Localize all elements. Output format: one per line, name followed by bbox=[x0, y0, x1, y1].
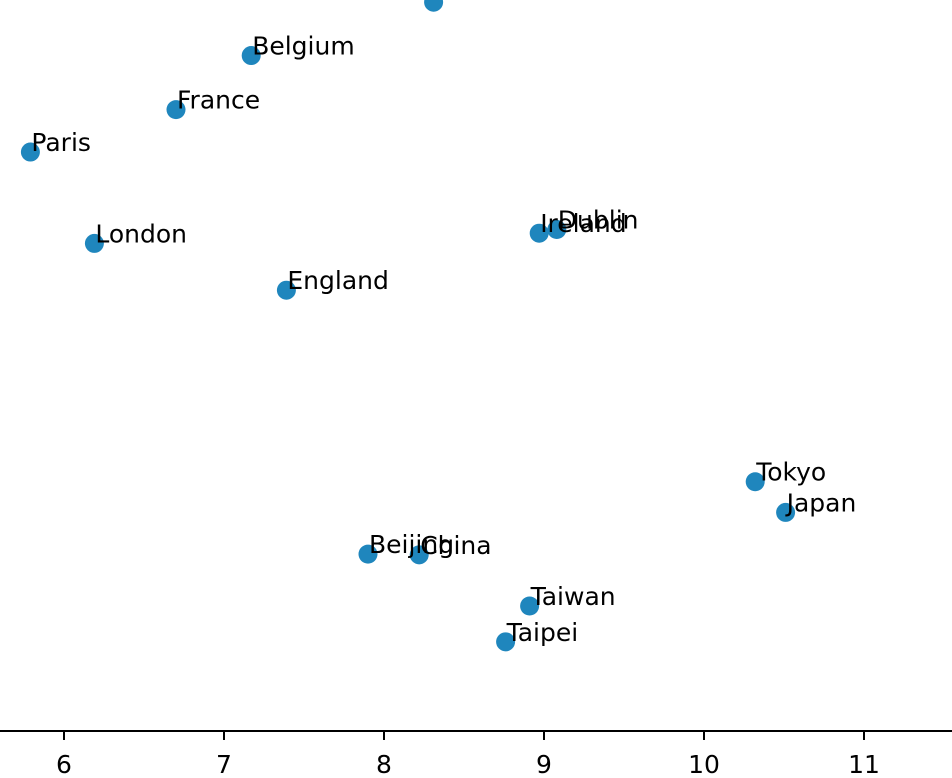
point-label: Dublin bbox=[558, 206, 639, 235]
x-tick-label: 7 bbox=[216, 750, 232, 778]
x-ticks: 6 7 8 9 10 11 bbox=[56, 731, 880, 778]
data-point bbox=[424, 0, 444, 12]
point-label: Paris bbox=[31, 128, 91, 157]
data-point bbox=[409, 545, 429, 565]
x-tick-label: 6 bbox=[56, 750, 72, 778]
point-label: France bbox=[177, 86, 260, 115]
point-label: Beijing bbox=[369, 530, 454, 559]
x-axis: 6 7 8 9 10 11 bbox=[0, 730, 952, 778]
point-label: Taipei bbox=[506, 618, 579, 647]
data-point bbox=[520, 596, 540, 616]
x-tick-label: 10 bbox=[688, 750, 720, 778]
data-point bbox=[547, 220, 567, 240]
point-label: Japan bbox=[785, 488, 857, 517]
x-tick-label: 8 bbox=[376, 750, 392, 778]
data-point bbox=[276, 280, 296, 300]
points-layer bbox=[20, 0, 796, 652]
data-point bbox=[745, 472, 765, 492]
point-label: Taiwan bbox=[530, 582, 616, 611]
data-point bbox=[166, 100, 186, 120]
data-point bbox=[84, 233, 104, 253]
point-label: Ireland bbox=[540, 209, 626, 238]
point-label: London bbox=[95, 219, 187, 248]
x-tick-label: 11 bbox=[848, 750, 880, 778]
data-point bbox=[20, 142, 40, 162]
data-point bbox=[529, 223, 549, 243]
data-point bbox=[776, 502, 796, 522]
x-tick-label: 9 bbox=[536, 750, 552, 778]
data-point bbox=[358, 544, 378, 564]
point-label: Belgium bbox=[252, 32, 355, 61]
point-label: China bbox=[420, 531, 491, 560]
data-point bbox=[241, 46, 261, 66]
data-point bbox=[496, 632, 516, 652]
point-label: Tokyo bbox=[755, 458, 826, 487]
point-label: England bbox=[287, 266, 389, 295]
